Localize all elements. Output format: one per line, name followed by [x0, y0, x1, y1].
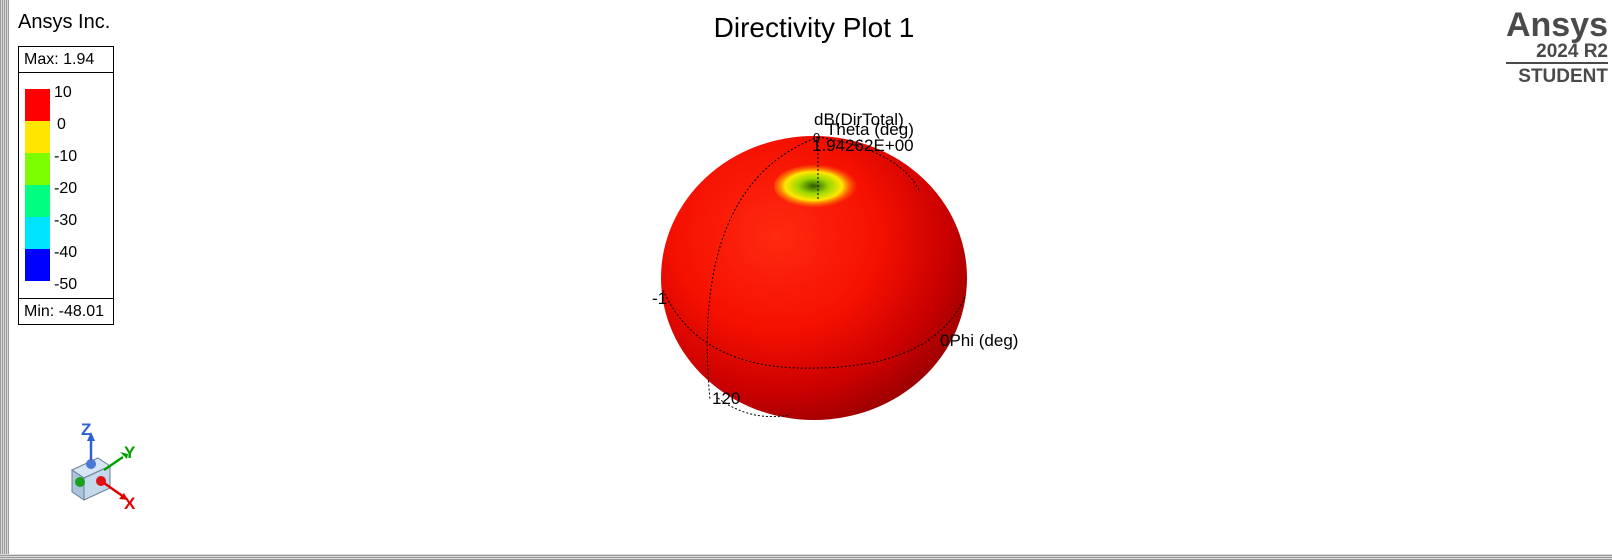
legend-tick: -50 [54, 276, 78, 293]
legend-tick: -30 [54, 212, 78, 229]
color-legend[interactable]: Max: 1.94 10 0 -10 -20 -30 -40 -50 Min: … [18, 46, 114, 325]
max-value-label: 1.94262E+00 [812, 136, 914, 155]
legend-tick: 10 [54, 84, 72, 101]
legend-min: Min: -48.01 [19, 298, 113, 324]
ansys-logo: Ansys 2024 R2 STUDENT [1448, 8, 1608, 90]
theta-axis-label: Theta (deg) [826, 120, 914, 139]
theta-tick-neg: -1 [652, 289, 667, 308]
legend-swatch-2 [25, 153, 50, 185]
legend-swatch-5 [25, 249, 50, 281]
phi-axis-label: 0Phi (deg) [940, 331, 1018, 350]
plot-title: Directivity Plot 1 [713, 12, 915, 43]
x-axis-arrow [103, 481, 125, 499]
theta-tick-0: 0 [813, 130, 820, 145]
window-left-border [0, 0, 9, 560]
axis-triad[interactable]: Z Y X [70, 420, 136, 513]
legend-tick: -40 [54, 244, 78, 261]
logo-version: 2024 R2 [1506, 42, 1608, 64]
logo-edition: STUDENT [1518, 66, 1608, 87]
y-axis-label: Y [124, 443, 136, 462]
y-axis-arrow [103, 455, 124, 472]
quantity-label: dB(DirTotal) [814, 110, 904, 129]
x-axis-label: X [124, 494, 136, 513]
window-bottom-border [0, 554, 1612, 560]
legend-tick: -10 [54, 148, 78, 165]
theta-phi-grid [662, 136, 967, 418]
legend-tick: -20 [54, 180, 78, 197]
legend-swatch-3 [25, 185, 50, 217]
company-label: Ansys Inc. [18, 11, 111, 33]
legend-max: Max: 1.94 [19, 47, 113, 73]
theta-tick-120: 120 [712, 389, 740, 408]
legend-tick: 0 [57, 116, 66, 133]
legend-swatch-4 [25, 217, 50, 249]
legend-swatch-1 [25, 121, 50, 153]
legend-swatch-0 [25, 89, 50, 121]
directivity-surface[interactable] [661, 136, 967, 420]
logo-brand: Ansys [1505, 6, 1608, 44]
z-axis-label: Z [81, 420, 91, 439]
